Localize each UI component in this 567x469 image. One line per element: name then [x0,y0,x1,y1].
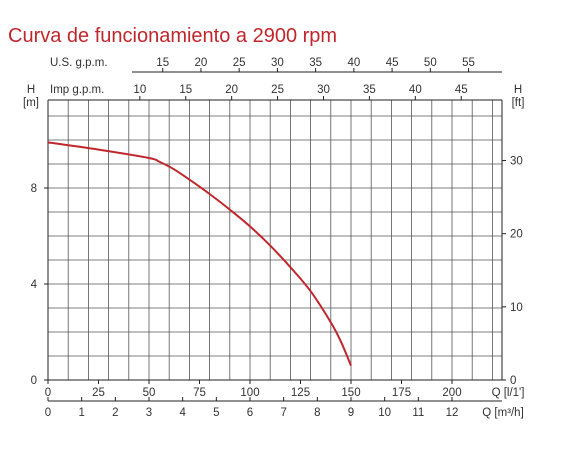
m3h-tick-label: 2 [112,407,118,419]
chart-title: Curva de funcionamiento a 2900 rpm [8,25,337,47]
us-axis-label: U.S. g.p.m. [50,57,108,69]
x-tick-label: 25 [92,387,105,399]
grid [48,100,502,380]
y-tick-label: 0 [31,375,37,387]
x-axis-label: Q [l/1'] [492,387,525,399]
m3h-tick-label: 4 [179,407,186,419]
plot-frame [47,71,503,402]
us-tick-label: 25 [233,57,246,69]
m3h-tick-label: 1 [78,407,84,419]
y-axis-label: H [27,84,35,96]
x-tick-label: 50 [143,387,156,399]
curve-layer [47,141,352,366]
imp-tick-label: 45 [455,84,468,96]
us-tick-label: 45 [386,57,399,69]
imp-tick-label: 15 [179,84,192,96]
m3h-tick-label: 0 [45,407,51,419]
imp-tick-label: 35 [363,84,376,96]
us-tick-label: 55 [462,57,475,69]
m3h-tick-label: 8 [314,407,320,419]
imp-tick-label: 30 [317,84,330,96]
m3h-tick-label: 10 [378,407,391,419]
x-tick-label: 175 [392,387,411,399]
y-tick-label: 4 [31,279,38,291]
us-tick-label: 40 [347,57,360,69]
imp-tick-label: 20 [225,84,238,96]
x-tick-label: 75 [193,387,206,399]
x-tick-label: 0 [45,387,51,399]
x-tick-label: 150 [341,387,360,399]
y-right-tick-label: 0 [510,375,516,387]
axes: 0 25 50 75 100 125 150 175 200 Q [l/1']0 1 2 3 4 5 6 7 8 9… [23,57,524,419]
y-right-tick-label: 30 [510,156,523,168]
y-right-axis-label: H [514,84,522,96]
imp-tick-label: 40 [409,84,422,96]
us-tick-label: 50 [424,57,437,69]
m3h-tick-label: 6 [247,407,253,419]
y-tick-label: 8 [31,183,37,195]
imp-tick-label: 10 [133,84,146,96]
y-right-tick-label: 10 [510,302,523,314]
m3h-axis-label: Q [m³/h] [482,407,524,419]
y-right-tick-label: 20 [510,229,523,241]
imp-tick-label: 25 [271,84,284,96]
x-tick-label: 125 [291,387,310,399]
y-right-axis-unit: [ft] [512,97,525,109]
us-tick-label: 20 [195,57,208,69]
imp-axis-label: Imp g.p.m. [50,84,104,96]
m3h-tick-label: 3 [146,407,152,419]
m3h-tick-label: 12 [446,407,459,419]
us-tick-label: 15 [156,57,169,69]
m3h-tick-label: 9 [348,407,354,419]
m3h-tick-label: 7 [280,407,286,419]
x-tick-label: 200 [442,387,461,399]
m3h-tick-label: 5 [213,407,219,419]
x-tick-label: 100 [240,387,259,399]
us-tick-label: 35 [309,57,322,69]
y-axis-unit: [m] [23,97,39,109]
m3h-tick-label: 11 [412,407,424,419]
us-tick-label: 30 [271,57,284,69]
